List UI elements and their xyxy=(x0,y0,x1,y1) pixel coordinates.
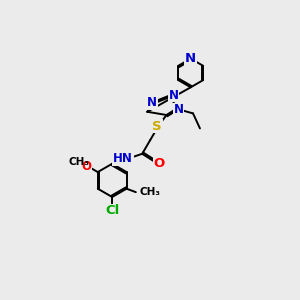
Text: S: S xyxy=(152,120,162,133)
Text: HN: HN xyxy=(113,152,133,165)
Text: Cl: Cl xyxy=(105,204,119,218)
Text: CH₃: CH₃ xyxy=(68,157,89,167)
Text: N: N xyxy=(185,52,196,65)
Text: O: O xyxy=(153,157,165,169)
Text: CH₃: CH₃ xyxy=(139,187,160,197)
Text: N: N xyxy=(174,103,184,116)
Text: O: O xyxy=(81,160,91,173)
Text: N: N xyxy=(168,89,178,102)
Text: N: N xyxy=(147,97,157,110)
